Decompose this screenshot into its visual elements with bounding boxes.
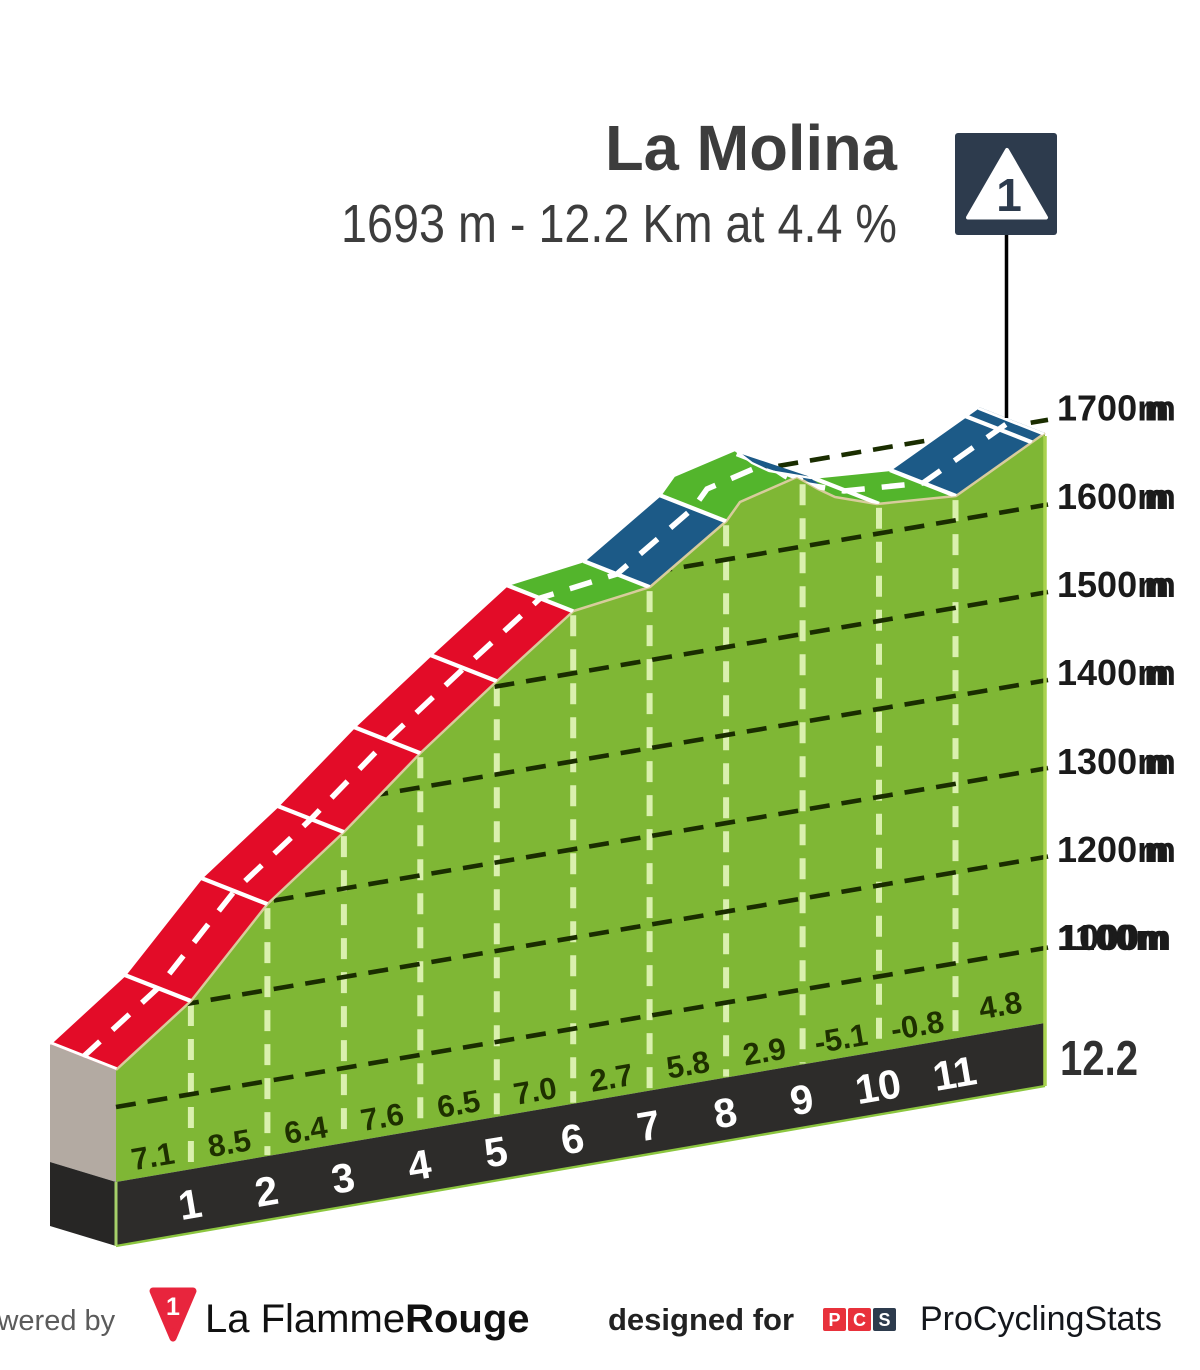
svg-text:1200m: 1200m [1057,829,1169,870]
svg-text:designed for: designed for [608,1302,794,1337]
svg-text:m: m [1144,564,1176,605]
svg-text:La FlammeRouge: La FlammeRouge [205,1297,530,1341]
svg-text:7.1: 7.1 [129,1135,177,1177]
svg-text:Powered by: Powered by [0,1305,116,1337]
svg-text:m: m [1144,476,1176,517]
svg-text:ProCyclingStats: ProCyclingStats [920,1300,1162,1338]
svg-text:C: C [853,1310,866,1330]
svg-text:1100m: 1100m [1057,917,1167,958]
svg-text:1: 1 [996,169,1022,221]
svg-text:1500m: 1500m [1057,564,1169,605]
svg-text:6.5: 6.5 [434,1083,482,1125]
svg-text:P: P [828,1310,840,1330]
svg-text:1: 1 [166,1293,180,1321]
svg-text:La Molina: La Molina [605,112,897,184]
svg-text:2.9: 2.9 [740,1031,788,1073]
svg-text:7.0: 7.0 [511,1070,559,1112]
svg-text:4.8: 4.8 [976,984,1024,1026]
svg-text:S: S [878,1310,890,1330]
svg-text:11: 11 [929,1047,979,1100]
svg-text:1300m: 1300m [1057,741,1169,782]
svg-text:1000m: 1000m [1059,917,1171,958]
svg-text:m: m [1144,829,1176,870]
svg-text:1400m: 1400m [1057,652,1169,693]
svg-text:m: m [1144,741,1176,782]
svg-text:7.6: 7.6 [358,1096,406,1138]
svg-text:m: m [1144,388,1176,429]
svg-text:m: m [1144,652,1176,693]
svg-text:1600m: 1600m [1057,476,1169,517]
svg-text:1693 m - 12.2 Km at 4.4 %: 1693 m - 12.2 Km at 4.4 % [341,194,897,254]
svg-text:12.2: 12.2 [1060,1032,1138,1086]
svg-text:6.4: 6.4 [282,1109,331,1151]
svg-text:5.8: 5.8 [664,1044,712,1086]
svg-text:10: 10 [852,1060,905,1113]
svg-text:8.5: 8.5 [205,1122,253,1164]
svg-text:2.7: 2.7 [587,1057,635,1099]
svg-text:1700m: 1700m [1057,388,1169,429]
